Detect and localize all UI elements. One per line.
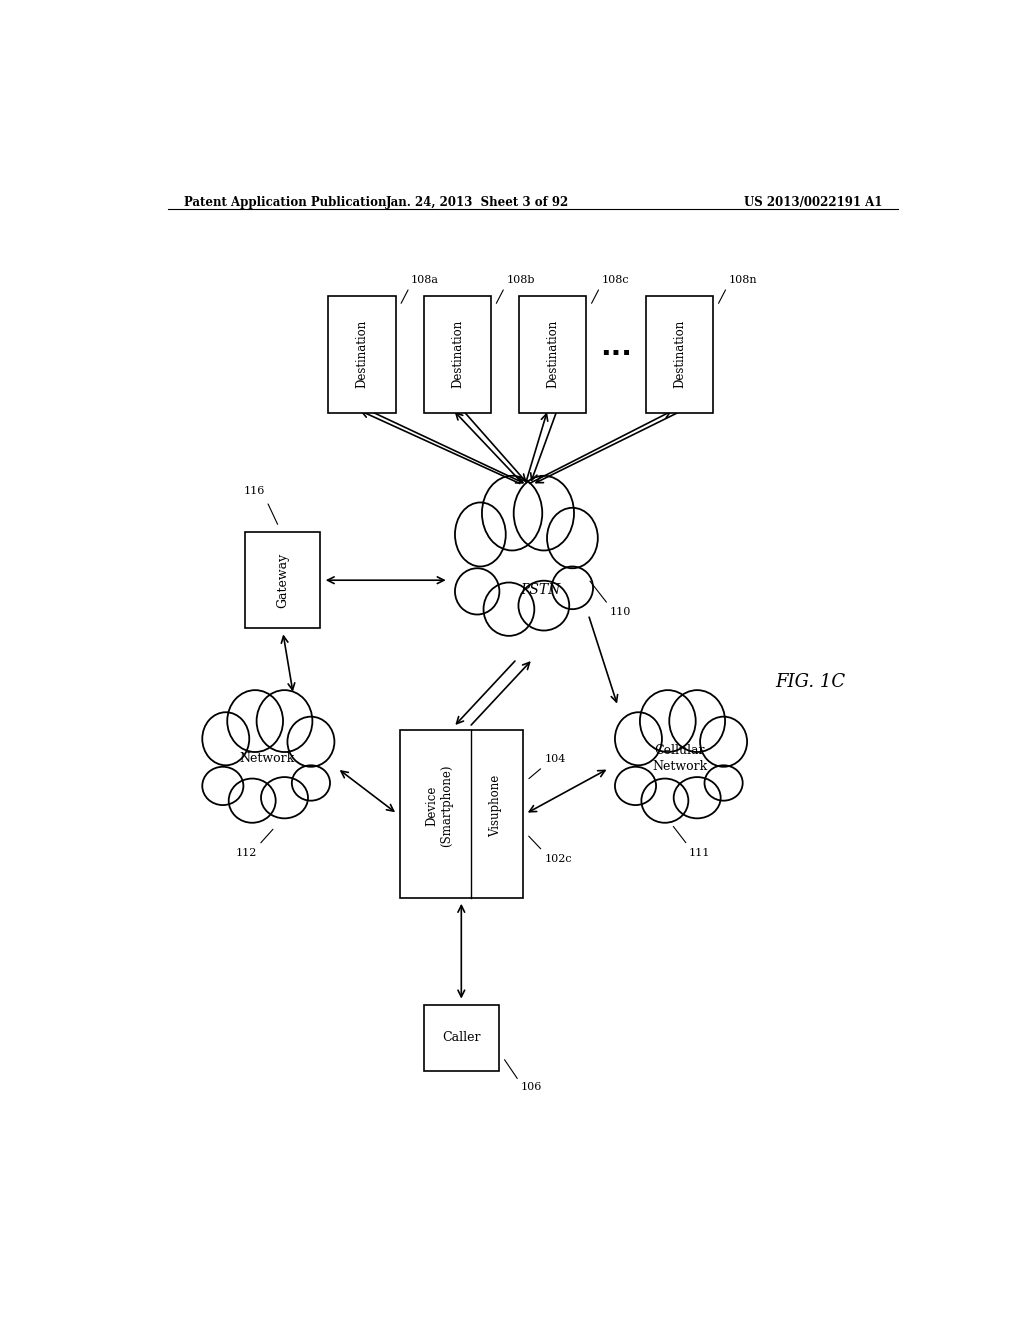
Ellipse shape — [518, 581, 569, 631]
FancyBboxPatch shape — [424, 1005, 499, 1071]
Ellipse shape — [228, 779, 275, 822]
Text: Device
(Smartphone): Device (Smartphone) — [425, 764, 454, 847]
FancyBboxPatch shape — [519, 296, 587, 412]
Ellipse shape — [674, 777, 721, 818]
Text: Visuphone: Visuphone — [489, 775, 502, 837]
Ellipse shape — [552, 566, 593, 609]
Text: 110: 110 — [609, 607, 631, 618]
Ellipse shape — [482, 475, 543, 550]
FancyBboxPatch shape — [646, 296, 714, 412]
Text: Destination: Destination — [673, 319, 686, 388]
Text: 106: 106 — [520, 1082, 542, 1092]
Text: Patent Application Publication: Patent Application Publication — [183, 195, 386, 209]
Text: PSTN: PSTN — [520, 583, 561, 598]
Ellipse shape — [257, 690, 312, 752]
Ellipse shape — [615, 767, 656, 805]
Ellipse shape — [615, 713, 662, 766]
FancyBboxPatch shape — [424, 296, 492, 412]
Ellipse shape — [705, 766, 742, 801]
Text: FIG. 1C: FIG. 1C — [775, 673, 845, 690]
Ellipse shape — [455, 569, 500, 615]
Ellipse shape — [514, 475, 574, 550]
Ellipse shape — [212, 727, 322, 809]
FancyBboxPatch shape — [245, 532, 321, 628]
Ellipse shape — [547, 508, 598, 569]
Text: Cellular
Network: Cellular Network — [652, 743, 708, 772]
Ellipse shape — [670, 690, 725, 752]
Text: US 2013/0022191 A1: US 2013/0022191 A1 — [743, 195, 882, 209]
Text: 102c: 102c — [544, 854, 571, 865]
Ellipse shape — [203, 713, 249, 766]
Ellipse shape — [292, 766, 330, 801]
Ellipse shape — [700, 717, 748, 767]
Ellipse shape — [227, 690, 283, 752]
Ellipse shape — [288, 717, 335, 767]
Text: 111: 111 — [689, 847, 711, 858]
Ellipse shape — [261, 777, 308, 818]
Text: Destination: Destination — [546, 319, 559, 388]
Ellipse shape — [641, 779, 688, 822]
Ellipse shape — [640, 690, 695, 752]
FancyBboxPatch shape — [329, 296, 396, 412]
Text: 108b: 108b — [506, 276, 535, 285]
Ellipse shape — [455, 503, 506, 566]
Text: ···: ··· — [600, 341, 632, 368]
Text: 116: 116 — [244, 486, 265, 496]
Ellipse shape — [625, 727, 734, 809]
Text: 108c: 108c — [601, 276, 629, 285]
Text: Gateway: Gateway — [276, 553, 289, 607]
Text: 112: 112 — [236, 847, 257, 858]
FancyBboxPatch shape — [399, 730, 523, 898]
Text: Network: Network — [240, 751, 295, 764]
Text: Destination: Destination — [355, 319, 369, 388]
Ellipse shape — [465, 521, 585, 619]
Text: 108a: 108a — [411, 276, 439, 285]
Text: 108n: 108n — [728, 276, 757, 285]
Ellipse shape — [483, 582, 535, 636]
Ellipse shape — [203, 767, 244, 805]
Text: 104: 104 — [544, 754, 565, 764]
Text: Jan. 24, 2013  Sheet 3 of 92: Jan. 24, 2013 Sheet 3 of 92 — [386, 195, 568, 209]
Text: Caller: Caller — [442, 1031, 480, 1044]
Text: Destination: Destination — [451, 319, 464, 388]
